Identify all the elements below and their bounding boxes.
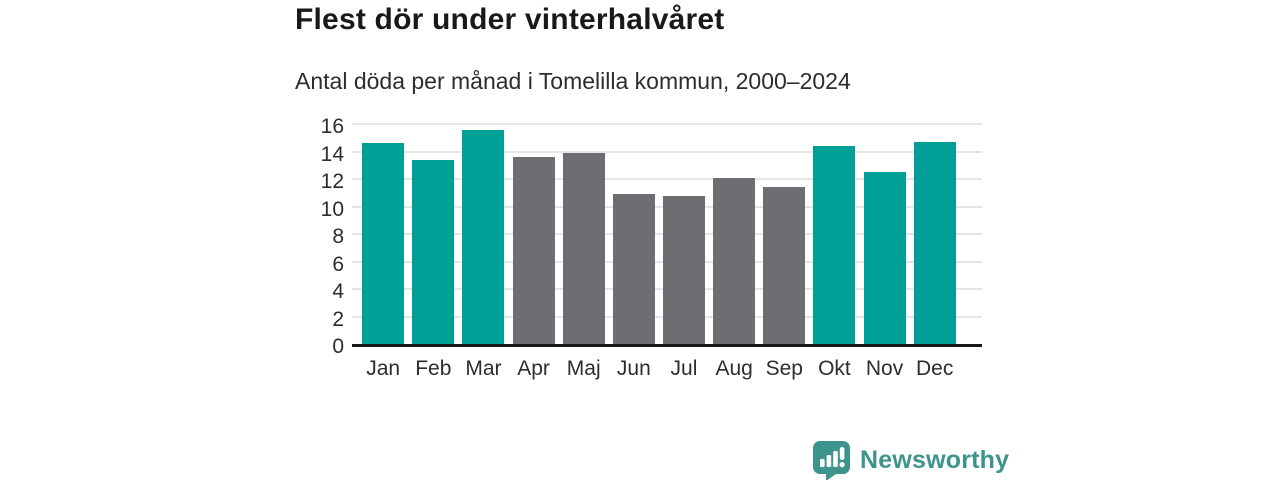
bar-nov [863, 172, 906, 344]
chart-subtitle: Antal döda per månad i Tomelilla kommun,… [295, 68, 851, 94]
x-tick-label: Nov [865, 357, 904, 380]
bar-aug [713, 177, 756, 344]
gridline [352, 178, 982, 180]
x-tick-label: Maj [566, 357, 601, 380]
bar-jun [612, 194, 655, 344]
x-axis: Jan Feb Mar Apr Maj Jun Jul Aug Sep Okt Nov Dec [352, 357, 982, 381]
gridline [352, 123, 982, 125]
y-tick-label: 4 [332, 280, 344, 303]
x-tick-label: Aug [715, 357, 753, 380]
x-tick-label: Dec [916, 357, 954, 380]
bar-jul [662, 195, 705, 344]
x-tick-label: Apr [517, 357, 550, 380]
y-tick-label: 12 [320, 170, 344, 193]
bar-feb [412, 159, 455, 344]
bar-sep [763, 187, 806, 344]
bar-jan [362, 143, 405, 344]
gridline [352, 150, 982, 153]
bar-maj [562, 152, 605, 344]
bar-apr [512, 157, 555, 344]
bar-chart: 0 2 4 6 8 10 12 14 16 Jan Feb Mar Apr Maj Jun Jul Aug Se… [310, 115, 984, 388]
x-tick-label: Feb [415, 357, 452, 380]
x-tick-label: Jun [616, 357, 651, 380]
brand-name: Newsworthy [860, 445, 1010, 474]
chart-title: Flest dör under vinterhalvåret [295, 3, 725, 36]
newsworthy-logo-icon [813, 440, 850, 480]
x-tick-label: Mar [465, 357, 502, 380]
y-tick-label: 16 [320, 115, 344, 138]
x-tick-label: Sep [765, 357, 803, 380]
y-tick-label: 6 [332, 252, 344, 276]
y-tick-label: 8 [332, 225, 344, 248]
y-tick-label: 14 [320, 142, 344, 166]
plot-area [352, 123, 982, 347]
y-axis: 0 2 4 6 8 10 12 14 16 [310, 115, 344, 366]
y-tick-label: 2 [332, 307, 344, 331]
bar-okt [813, 146, 856, 344]
x-tick-label: Okt [818, 357, 851, 380]
x-tick-label: Jan [366, 357, 401, 380]
bar-dec [913, 141, 956, 344]
bars-container [352, 127, 982, 344]
brand-footer: Newsworthy [812, 440, 1009, 480]
bar-mar [462, 129, 505, 344]
x-tick-label: Jul [670, 357, 698, 380]
y-tick-label: 10 [320, 197, 344, 221]
y-tick-label: 0 [332, 335, 344, 358]
